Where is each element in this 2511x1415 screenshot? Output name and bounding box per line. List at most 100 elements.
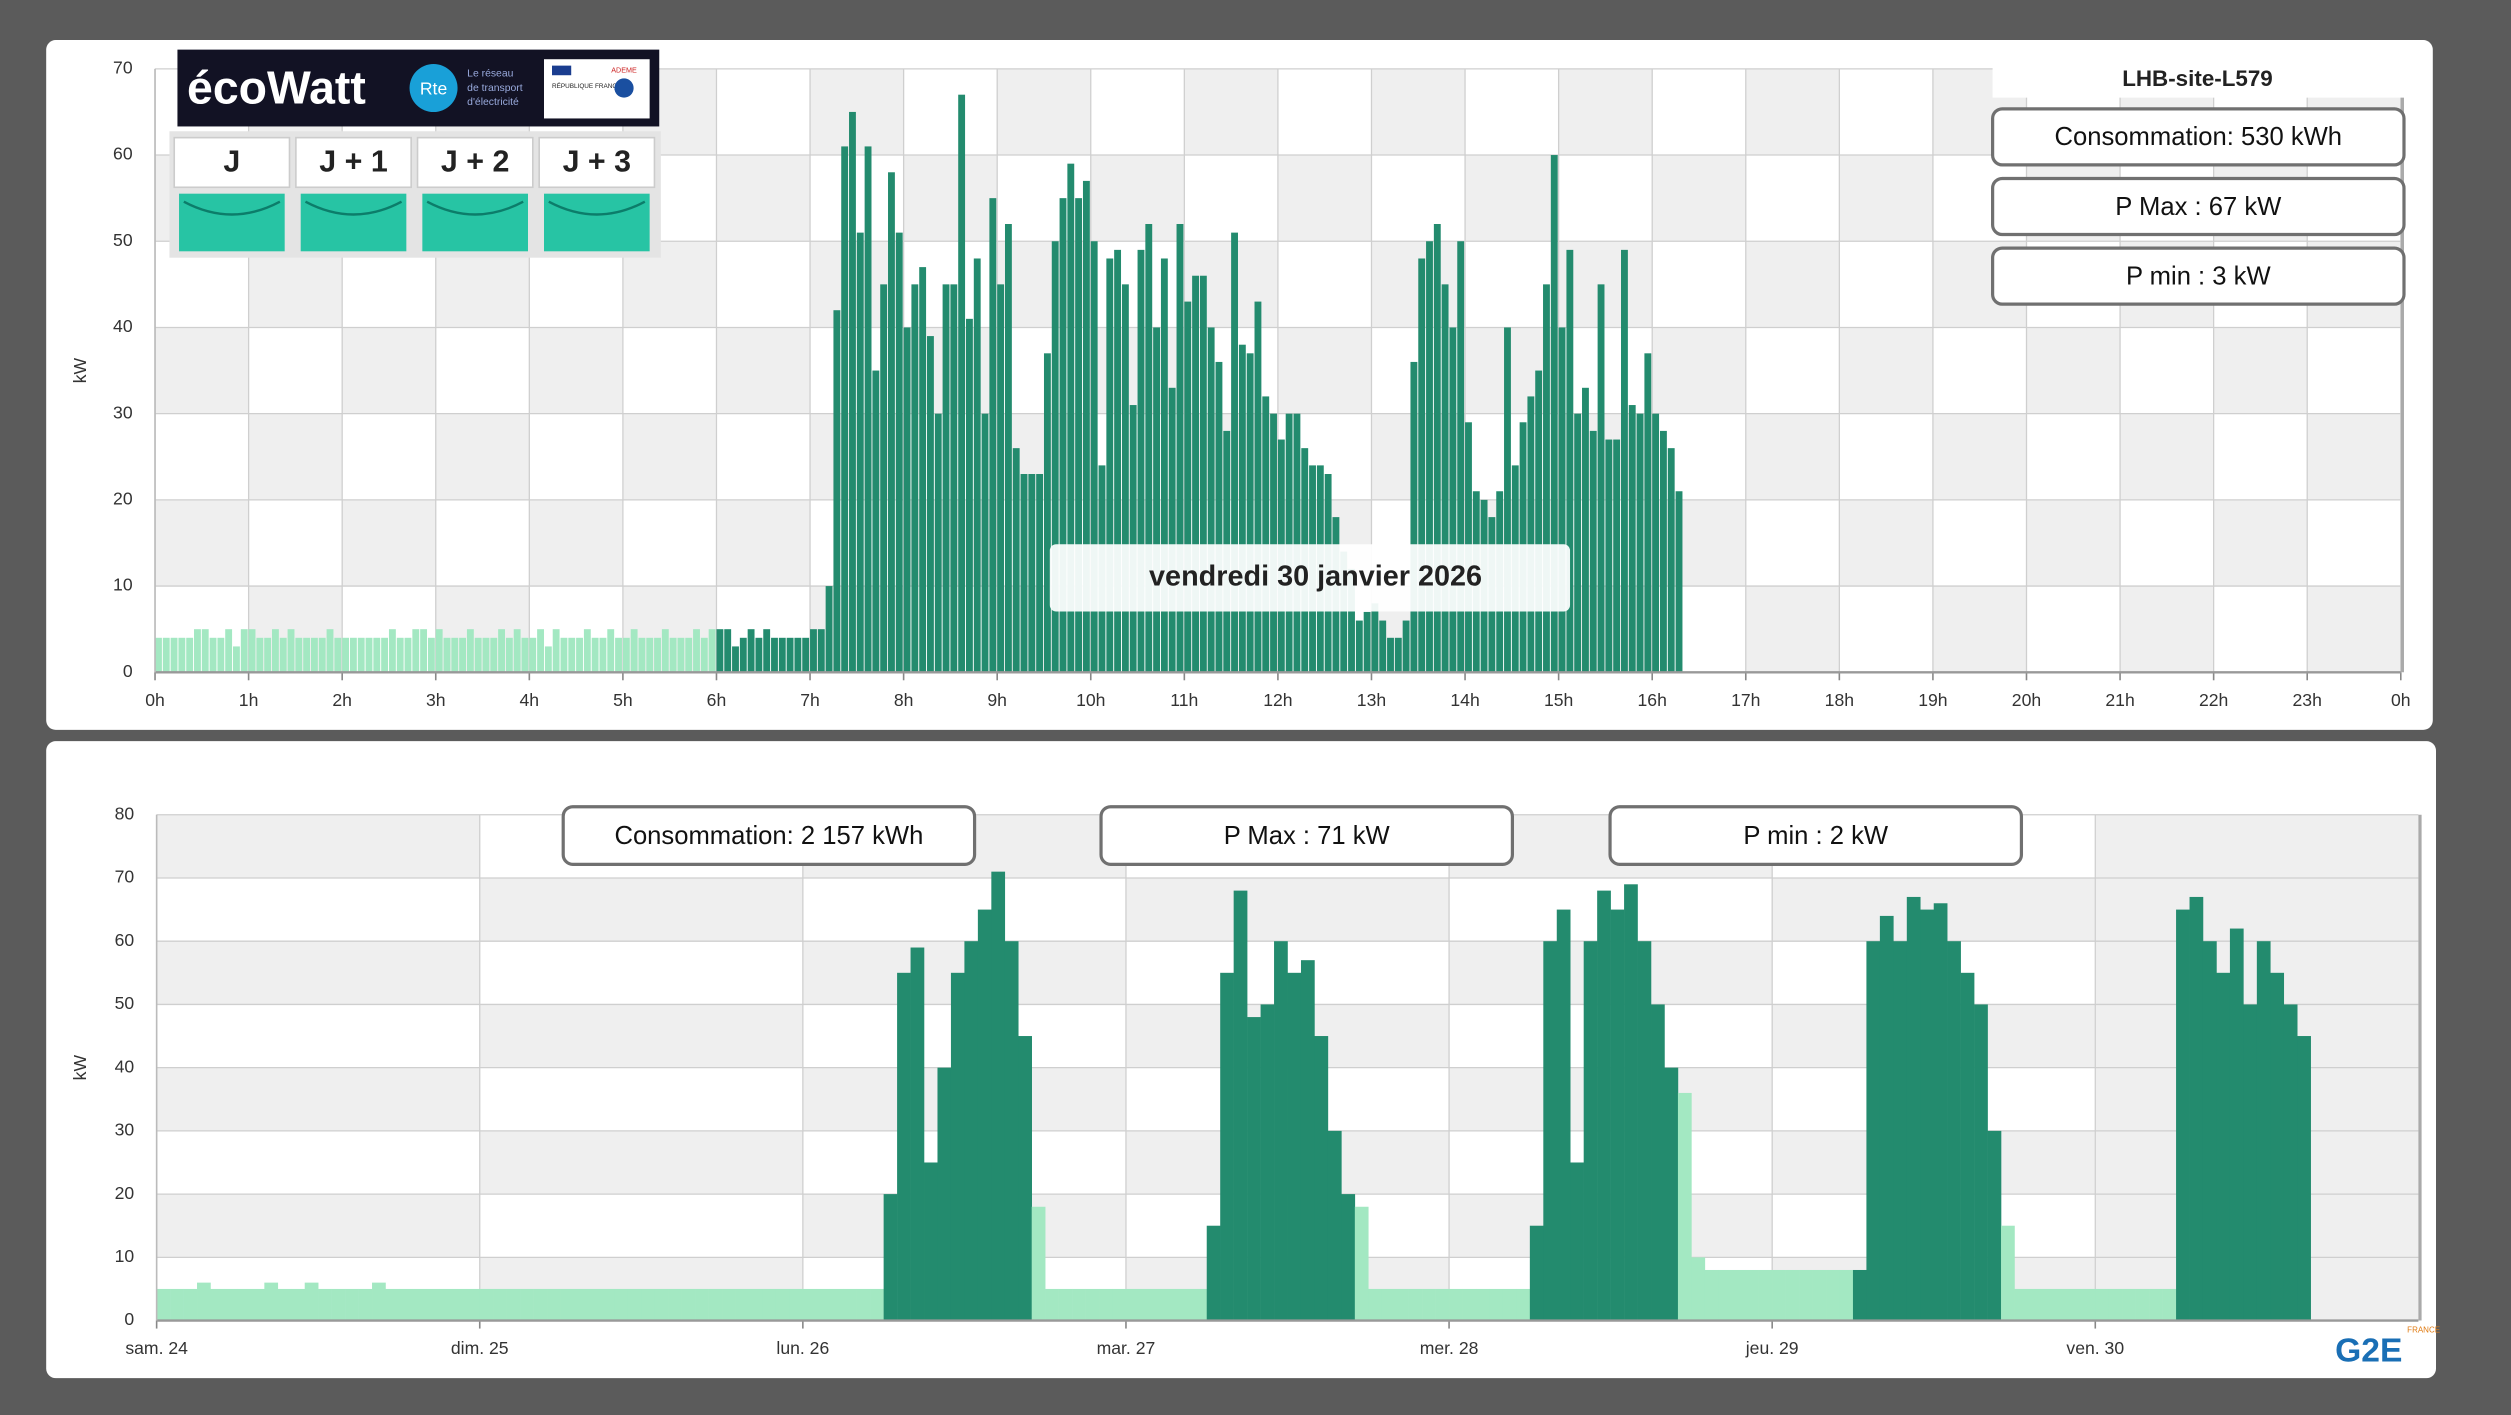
bar (280, 638, 287, 672)
bar (1220, 973, 1234, 1321)
bar (776, 1289, 790, 1321)
plot-band (249, 327, 343, 413)
bar (1559, 327, 1566, 672)
plot-band (623, 327, 717, 413)
bar (514, 629, 521, 672)
plot-band (1371, 155, 1465, 241)
bar (1570, 1162, 1584, 1320)
bar (911, 948, 925, 1321)
bar (601, 1289, 615, 1321)
plot-band (2214, 586, 2308, 672)
x-tick-label: 9h (987, 690, 1007, 710)
bar (359, 1289, 373, 1321)
bar (1018, 1036, 1032, 1321)
y-tick-label: 0 (123, 661, 133, 681)
plot-band (157, 1004, 480, 1067)
x-tick-label: 22h (2199, 690, 2228, 710)
x-tick-label: lun. 26 (776, 1338, 829, 1358)
bar (291, 1289, 305, 1321)
bar (1255, 302, 1262, 673)
plot-band (1933, 500, 2027, 586)
x-tick-label: 3h (426, 690, 446, 710)
bar (305, 1283, 319, 1321)
x-tick-label: 6h (707, 690, 727, 710)
bar (641, 1289, 655, 1321)
y-axis-label: kW (70, 1055, 90, 1081)
stat-text: P min : 2 kW (1743, 822, 1889, 850)
bar (732, 646, 739, 672)
day-label: J + 2 (441, 144, 509, 178)
bar (426, 1289, 440, 1321)
y-tick-label: 20 (115, 1183, 135, 1203)
bar (1772, 1270, 1786, 1321)
plot-band (2307, 500, 2401, 586)
bar (334, 638, 341, 672)
bar (163, 638, 170, 672)
bar (654, 638, 661, 672)
bar (709, 629, 716, 672)
top-stats: Consommation: 530 kWhP Max : 67 kWP min … (1993, 109, 2404, 304)
bar (978, 910, 992, 1321)
bar (607, 629, 614, 672)
bar (561, 1289, 575, 1321)
bar (2163, 1289, 2177, 1321)
plot-band (1746, 500, 1840, 586)
bar (1527, 396, 1534, 672)
bar (1664, 1068, 1678, 1321)
bar (1403, 621, 1410, 673)
bar (935, 414, 942, 673)
bar (833, 310, 840, 672)
bar (974, 258, 981, 672)
bar (1028, 474, 1035, 672)
x-tick-label: dim. 25 (451, 1338, 509, 1358)
x-tick-label: 23h (2293, 690, 2322, 710)
bar (897, 973, 911, 1321)
bar (1099, 1289, 1113, 1321)
bar (520, 1289, 534, 1321)
bar (1907, 897, 1921, 1321)
bar (927, 336, 934, 672)
bar (1638, 941, 1652, 1320)
plot-band (342, 414, 436, 500)
bottom-stats: Consommation: 2 157 kWhP Max : 71 kWP mi… (563, 807, 2021, 865)
brand-country: FRANCE (2407, 1325, 2440, 1334)
bar (896, 233, 903, 673)
bar (724, 629, 731, 672)
x-tick-label: 18h (1825, 690, 1854, 710)
x-tick-label: 15h (1544, 690, 1573, 710)
bar (1314, 1036, 1328, 1321)
bar (178, 638, 185, 672)
bar (381, 638, 388, 672)
day-label: J + 1 (319, 144, 388, 178)
bar (1387, 638, 1394, 672)
plot-band (1465, 69, 1559, 155)
bar (628, 1289, 642, 1321)
bar (841, 146, 848, 672)
bar (1436, 1289, 1450, 1321)
bar (1826, 1270, 1840, 1321)
bar (2068, 1289, 2082, 1321)
bar (568, 638, 575, 672)
rte-text: Le réseau (467, 68, 513, 79)
plot-band (529, 414, 623, 500)
bar (682, 1289, 696, 1321)
bar (574, 1289, 588, 1321)
bar (1974, 1004, 1988, 1320)
bar (600, 638, 607, 672)
bar (2243, 1004, 2257, 1320)
bar (587, 1289, 601, 1321)
y-tick-label: 50 (113, 230, 133, 250)
bar (412, 629, 419, 672)
bar (1422, 1289, 1436, 1321)
bar (2136, 1289, 2150, 1321)
bar (366, 638, 373, 672)
bar (1112, 1289, 1126, 1321)
bar (264, 1283, 278, 1321)
bar (1368, 1289, 1382, 1321)
x-tick-label: 5h (613, 690, 633, 710)
bar (779, 638, 786, 672)
bar (1476, 1289, 1490, 1321)
bar (655, 1289, 669, 1321)
x-tick-label: 0h (2391, 690, 2411, 710)
bar (1036, 474, 1043, 672)
